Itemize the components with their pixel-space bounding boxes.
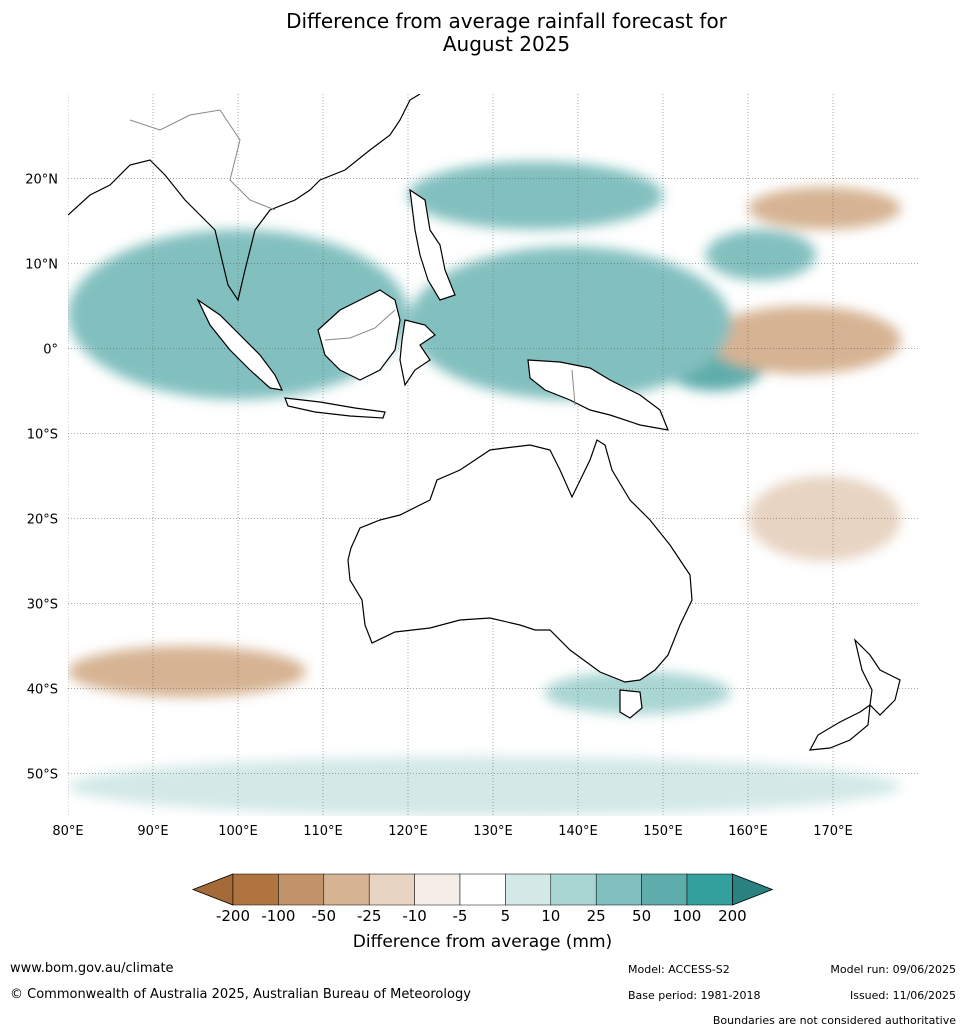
colorbar-tick-label: 5 [501, 907, 511, 925]
asia-mainland [68, 94, 421, 302]
longitude-label: 100°E [218, 824, 258, 839]
colorbar-swatch [414, 873, 461, 906]
longitude-label: 90°E [137, 824, 168, 839]
anomaly-region [408, 161, 663, 230]
colorbar-swatch [232, 873, 279, 906]
border-mainland-asia [129, 109, 276, 211]
colorbar-tick-label: 50 [632, 907, 651, 925]
anomaly-region [705, 229, 816, 281]
colorbar-swatch [686, 873, 733, 906]
colorbar-tick-label: 200 [718, 907, 747, 925]
disclaimer-text: Boundaries are not considered authoritat… [712, 1014, 956, 1027]
model-run-label: Model run: 09/06/2025 [830, 963, 956, 976]
copyright-text: © Commonwealth of Australia 2025, Austra… [10, 987, 471, 1002]
colorbar-swatch [278, 873, 325, 906]
tasmania-island [619, 689, 643, 719]
colorbar-swatch [641, 873, 688, 906]
new-zealand-south-island [808, 703, 871, 751]
latitude-label: 10°N [25, 258, 58, 273]
java-island [284, 397, 386, 419]
issued-label: Issued: 11/06/2025 [849, 989, 956, 1002]
latitude-labels: 20°N 10°N 0° 10°S 20°S 30°S 40°S 50°S [25, 173, 58, 783]
colorbar-tick-label: 10 [541, 907, 560, 925]
latitude-label: 50°S [27, 768, 58, 783]
coastlines [68, 94, 901, 751]
map-title: Difference from average rainfall forecas… [0, 10, 965, 56]
colorbar-arrow-high [732, 873, 774, 906]
colorbar-tick-label: -25 [357, 907, 382, 925]
colorbar-tick-label: -50 [312, 907, 337, 925]
website-link[interactable]: www.bom.gov.au/climate [10, 961, 174, 976]
latitude-label: 10°S [27, 428, 58, 443]
colorbar-swatch [323, 873, 370, 906]
latitude-label: 30°S [27, 598, 58, 613]
new-guinea-island [527, 359, 669, 431]
colorbar-tick-label: -5 [453, 907, 468, 925]
title-line-2: August 2025 [442, 32, 571, 56]
longitude-label: 120°E [388, 824, 428, 839]
anomaly-region [68, 646, 306, 697]
longitude-label: 170°E [813, 824, 853, 839]
colorbar-arrow-low [191, 873, 234, 906]
anomaly-region [705, 306, 901, 374]
latitude-label: 20°N [25, 173, 58, 188]
anomaly-region [748, 187, 901, 230]
sumatra-island [196, 298, 284, 391]
longitude-label: 160°E [728, 824, 768, 839]
longitude-label: 130°E [473, 824, 513, 839]
country-borders [129, 109, 576, 406]
longitude-label: 150°E [643, 824, 683, 839]
latitude-label: 0° [43, 343, 58, 358]
colorbar-swatch [459, 873, 506, 906]
colorbar-tick-label: 25 [587, 907, 606, 925]
colorbar-tick-label: 100 [673, 907, 702, 925]
latitude-label: 40°S [27, 683, 58, 698]
longitude-label: 80°E [52, 824, 83, 839]
sulawesi-island [399, 319, 436, 387]
colorbar-tick-label: -100 [261, 907, 295, 925]
longitude-label: 140°E [558, 824, 598, 839]
anomaly-region [408, 246, 731, 400]
latitude-label: 20°S [27, 513, 58, 528]
base-period-label: Base period: 1981-2018 [628, 989, 761, 1002]
australia-landmass [347, 439, 693, 683]
colorbar: -200 -100 -50 -25 -10 -5 5 10 25 50 100 200 [191, 873, 774, 925]
borneo-island [317, 289, 401, 381]
anomaly-region [68, 756, 901, 816]
colorbar-swatch [368, 873, 415, 906]
border-new-guinea [571, 369, 576, 406]
colorbar-swatch [550, 873, 597, 906]
longitude-labels: 80°E 90°E 100°E 110°E 120°E 130°E 140°E 150°E 16… [52, 824, 852, 839]
philippines-islands [409, 188, 456, 301]
longitude-label: 110°E [303, 824, 343, 839]
colorbar-tick-label: -200 [216, 907, 250, 925]
colorbar-swatch [505, 873, 552, 906]
colorbar-tick-label: -10 [402, 907, 427, 925]
border-borneo [324, 309, 396, 341]
model-label: Model: ACCESS-S2 [628, 963, 730, 976]
colorbar-swatch [595, 873, 642, 906]
colorbar-title: Difference from average (mm) [352, 932, 613, 952]
new-zealand-north-island [853, 638, 901, 716]
title-line-1: Difference from average rainfall forecas… [286, 9, 727, 33]
